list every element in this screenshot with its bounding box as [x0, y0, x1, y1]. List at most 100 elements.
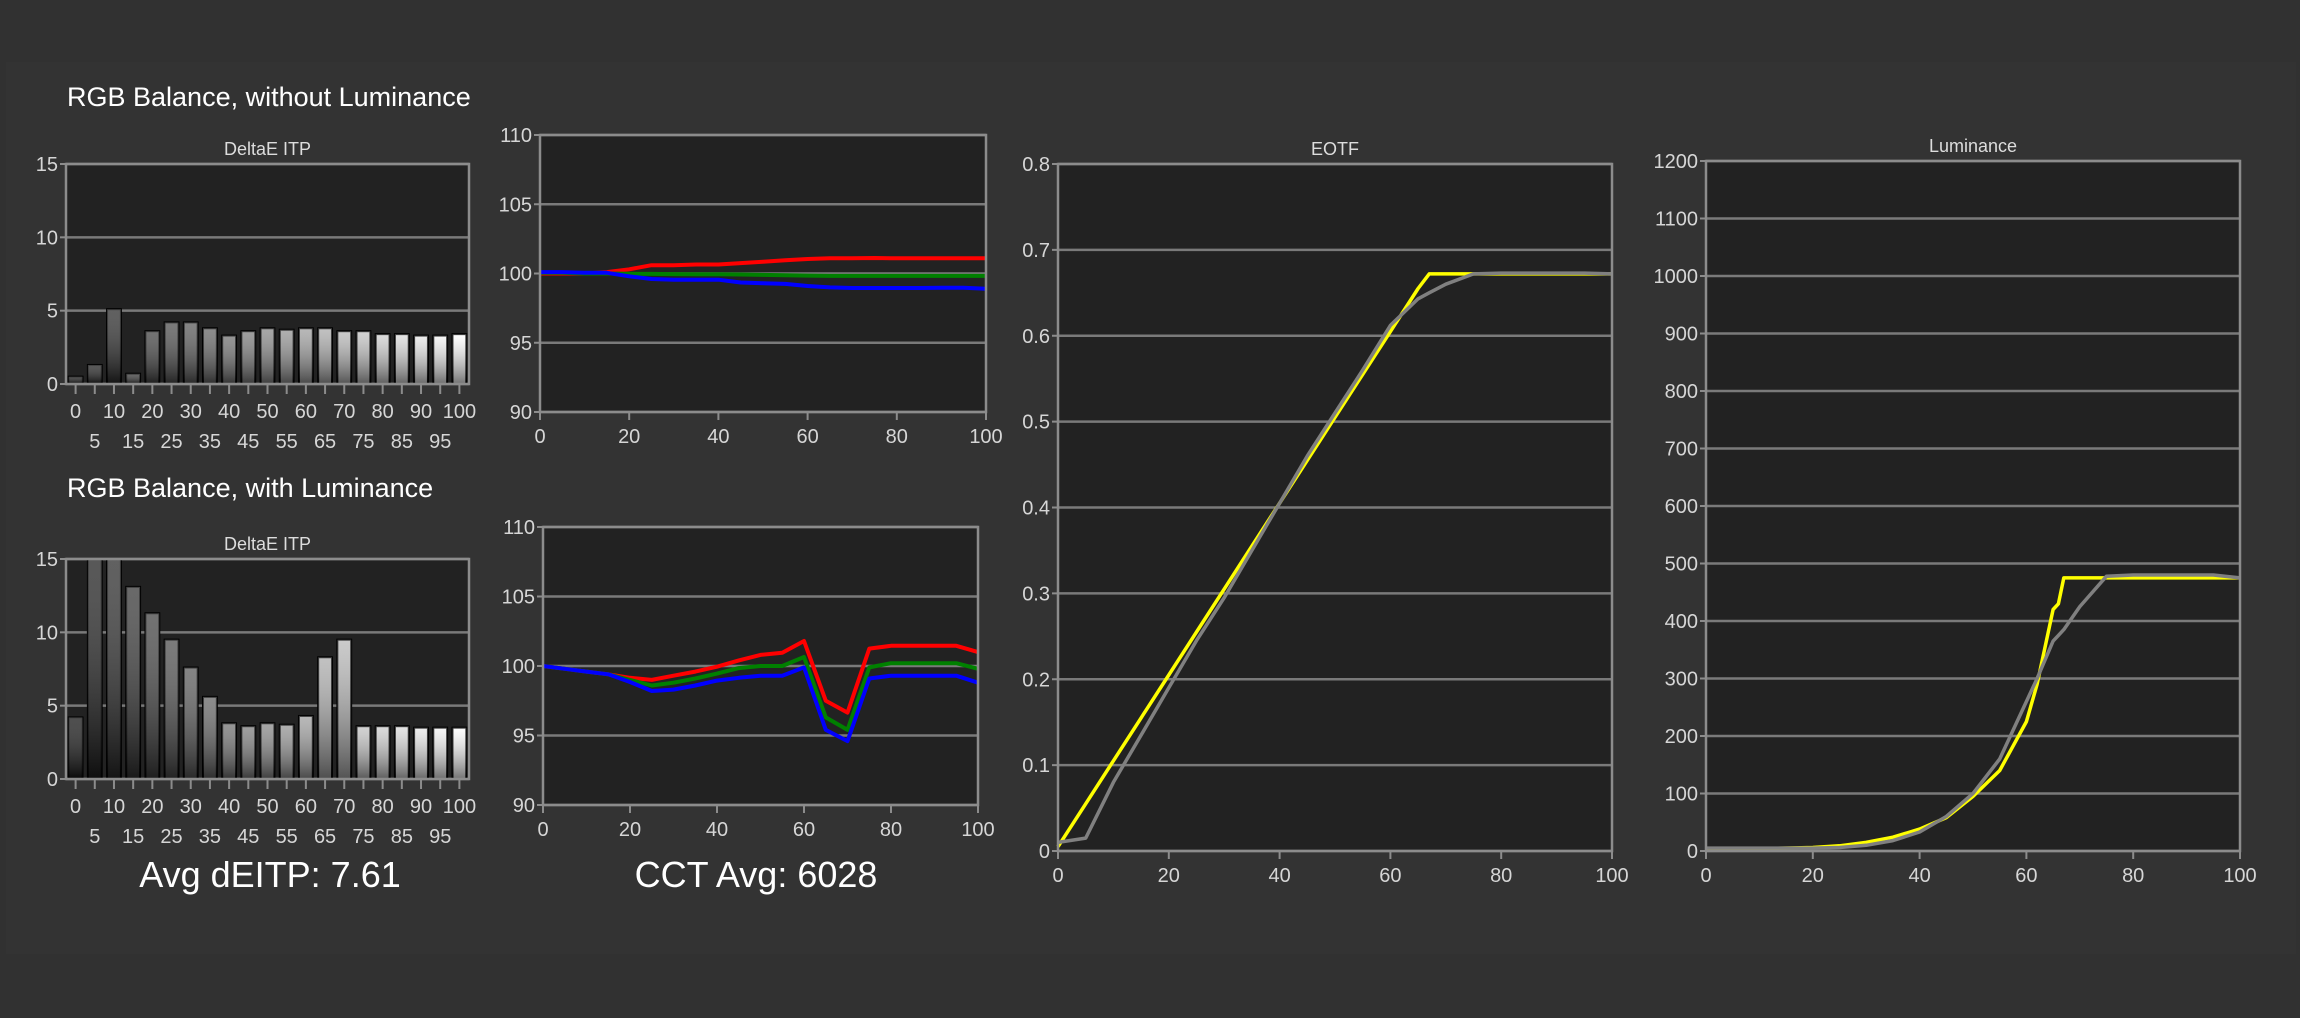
bar-shade	[337, 331, 352, 384]
y-tick-label: 1200	[1654, 151, 1699, 173]
bar-shade	[107, 309, 121, 384]
bar-shade	[68, 376, 83, 384]
x-tick-label: 95	[429, 431, 451, 453]
y-tick-label: 300	[1665, 669, 1698, 691]
y-tick-label: 10	[36, 227, 58, 249]
x-tick-label: 90	[410, 401, 432, 423]
y-tick-label: 110	[500, 125, 532, 147]
series-red-line	[540, 256, 986, 276]
y-tick-label: 0	[47, 769, 58, 791]
y-tick-label: 100	[1665, 784, 1698, 806]
bar-shade	[260, 328, 275, 384]
x-tick-label: 0	[537, 819, 548, 841]
x-tick-label: 30	[180, 401, 202, 423]
bar-shade	[87, 559, 102, 779]
bar-shade	[222, 723, 237, 779]
x-tick-label: 25	[160, 431, 182, 453]
series-target-line	[1705, 576, 2240, 852]
y-tick-label: 10	[36, 622, 58, 644]
series-blue-line	[540, 270, 987, 291]
x-tick-label: 10	[103, 401, 125, 423]
section-title-without-luminance: RGB Balance, without Luminance	[67, 82, 471, 112]
x-tick-label: 35	[199, 431, 221, 453]
y-tick-label: 0	[1687, 841, 1698, 863]
x-tick-label: 50	[256, 796, 278, 818]
plot-frame	[538, 133, 988, 414]
x-tick-label: 95	[429, 826, 451, 848]
y-tick-label: 0.2	[1022, 669, 1050, 691]
y-tick-label: 0.1	[1022, 755, 1050, 777]
y-tick-label: 15	[36, 549, 58, 571]
x-tick-label: 20	[618, 426, 640, 448]
bar-shade	[87, 364, 102, 384]
x-tick-label: 60	[1379, 865, 1401, 887]
x-tick-label: 50	[256, 401, 278, 423]
x-tick-label: 80	[372, 401, 394, 423]
x-tick-label: 80	[2122, 865, 2144, 887]
series-measured-line	[1706, 573, 2241, 850]
y-tick-label: 0.5	[1022, 412, 1050, 434]
bar-shade	[298, 715, 313, 779]
x-tick-label: 20	[141, 401, 163, 423]
x-tick-label: 80	[1490, 865, 1512, 887]
y-tick-label: 0.6	[1022, 326, 1050, 348]
x-tick-label: 70	[333, 796, 355, 818]
x-tick-label: 100	[443, 796, 476, 818]
y-tick-label: 700	[1665, 439, 1698, 461]
y-tick-label: 5	[47, 301, 58, 323]
x-tick-label: 0	[1052, 865, 1063, 887]
x-tick-label: 100	[2223, 865, 2256, 887]
chart-title: DeltaE ITP	[224, 139, 311, 159]
y-tick-label: 0.8	[1022, 154, 1050, 176]
y-tick-label: 95	[510, 333, 532, 355]
bar-shade	[164, 322, 179, 384]
cct-avg-label: CCT Avg: 6028	[635, 854, 878, 895]
x-tick-label: 45	[237, 431, 259, 453]
bar-shade	[68, 717, 83, 779]
bar-shade	[318, 328, 332, 384]
x-tick-label: 100	[969, 426, 1002, 448]
plot-frame	[1704, 159, 2242, 853]
y-tick-label: 0.7	[1022, 240, 1050, 262]
x-tick-label: 40	[1268, 865, 1290, 887]
x-tick-label: 15	[122, 826, 144, 848]
chart-title: EOTF	[1311, 139, 1359, 159]
plot-frame	[64, 557, 471, 781]
bar-shade	[414, 727, 428, 779]
x-tick-label: 20	[619, 819, 641, 841]
plot-frame	[541, 525, 980, 807]
x-tick-label: 5	[89, 431, 100, 453]
bar-shade	[126, 373, 141, 384]
y-tick-label: 1000	[1654, 266, 1699, 288]
x-tick-label: 80	[372, 796, 394, 818]
x-tick-label: 20	[1802, 865, 1824, 887]
x-tick-label: 0	[70, 401, 81, 423]
y-tick-label: 15	[36, 154, 58, 176]
y-tick-label: 105	[502, 587, 535, 609]
bar-shade	[356, 726, 371, 779]
bar-shade	[241, 331, 256, 384]
bar-shade	[433, 335, 448, 384]
x-tick-label: 100	[1595, 865, 1628, 887]
rgb-without-chart: 90 95 100 105 110 0 20 40 60 80 100	[499, 125, 1003, 448]
y-tick-label: 105	[499, 194, 532, 216]
x-tick-label: 65	[314, 431, 336, 453]
bar-shade	[394, 726, 409, 779]
y-tick-label: 500	[1665, 554, 1698, 576]
bar-shade	[279, 724, 294, 779]
y-tick-label: 110	[503, 517, 535, 539]
x-tick-label: 20	[141, 796, 163, 818]
section-title-with-luminance: RGB Balance, with Luminance	[67, 473, 433, 503]
bar-shade	[203, 328, 217, 384]
bar-shade	[394, 334, 409, 384]
deltae-without-chart: DeltaE ITP051015051015202530354045505560…	[36, 139, 476, 453]
series-measured-line	[1057, 271, 1613, 845]
bar-shade	[203, 696, 217, 779]
x-tick-label: 25	[160, 826, 182, 848]
y-tick-label: 0	[1039, 841, 1050, 863]
bar-shade	[279, 329, 294, 384]
series-blue-line	[542, 664, 979, 744]
x-tick-label: 45	[237, 826, 259, 848]
x-tick-label: 60	[295, 401, 317, 423]
y-tick-label: 0.3	[1022, 583, 1050, 605]
